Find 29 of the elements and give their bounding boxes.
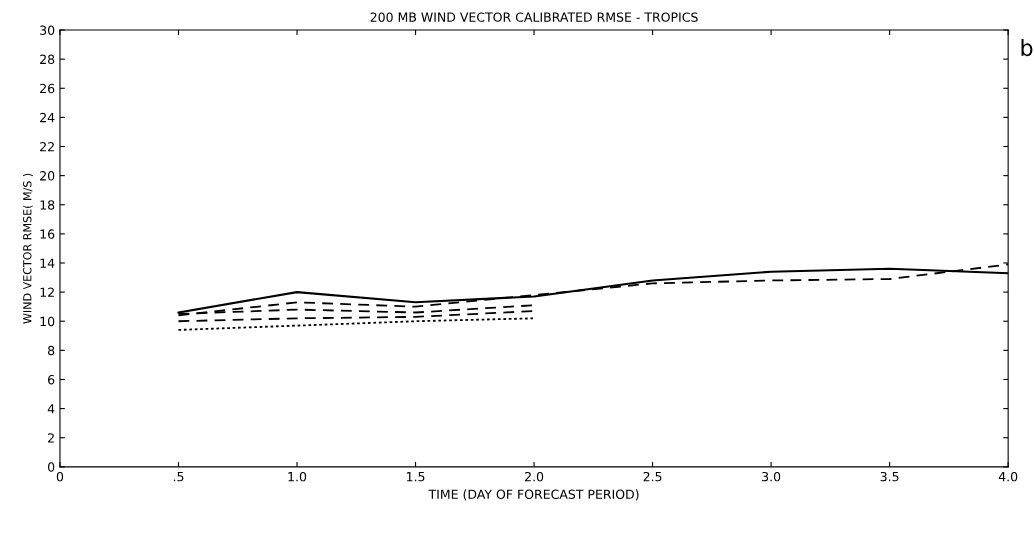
y-tick-label: 30 [40, 25, 55, 35]
x-tick-label: 2.5 [643, 471, 662, 482]
y-tick-label: 14 [40, 258, 55, 268]
y-tick-label: 2 [48, 433, 54, 443]
x-tick-label: 1.0 [288, 471, 307, 482]
y-tick-label: 16 [40, 229, 55, 239]
y-axis-title: WIND VECTOR RMSE( M/S ) [22, 173, 33, 324]
x-tick-label: .5 [173, 472, 184, 482]
x-tick-label: 2.0 [525, 471, 544, 482]
text: b [1021, 38, 1033, 57]
y-tick-label: 18 [40, 200, 55, 210]
x-tick-label: 3.0 [762, 471, 781, 482]
y-tick-label: 8 [48, 345, 55, 356]
y-tick-label: 22 [40, 141, 54, 152]
x-axis-title: TIME (DAY OF FORECAST PERIOD) [428, 489, 639, 501]
y-tick-label: 12 [40, 287, 54, 297]
x-tick-label: 3.5 [880, 471, 899, 482]
y-tick-label: 0 [47, 462, 55, 472]
y-tick-label: 10 [40, 316, 55, 327]
y-tick-label: 26 [40, 83, 55, 94]
y-tick-label: 6 [48, 374, 55, 385]
y-tick-label: 24 [40, 112, 55, 123]
x-tick-label: 0 [56, 471, 64, 482]
x-tick-label: 4.0 [998, 471, 1018, 482]
y-tick-label: 4 [47, 404, 55, 414]
chart-title: 200 MB WIND VECTOR CALIBRATED RMSE - TROPICS [370, 12, 698, 22]
y-tick-label: 20 [40, 171, 55, 181]
x-tick-label: 1.5 [406, 472, 425, 482]
y-tick-label: 28 [40, 54, 55, 65]
